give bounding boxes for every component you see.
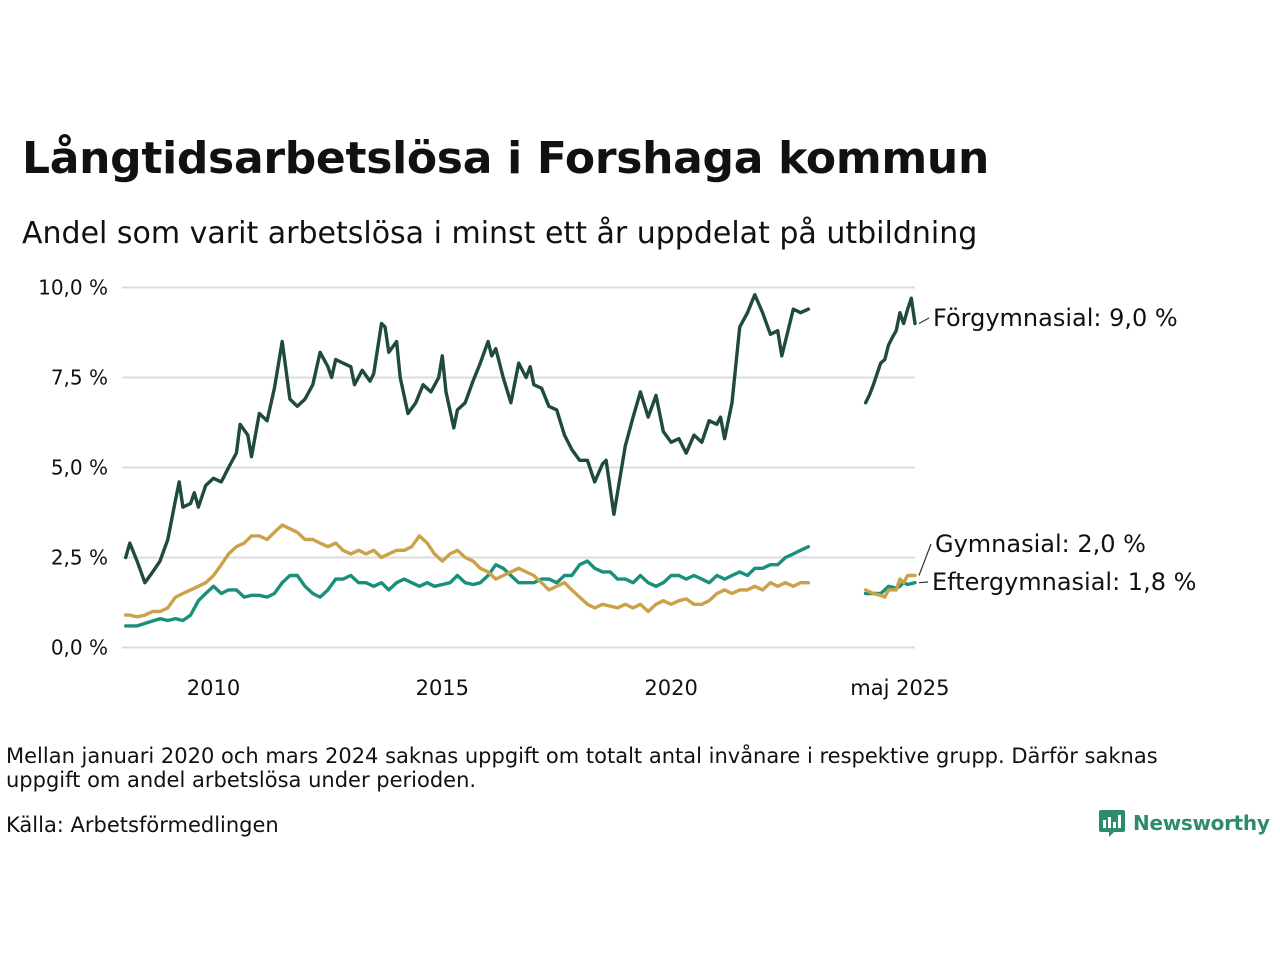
end-label-leader-eftergymnasial [918,581,929,584]
series-line-gymnasial-1 [863,573,917,599]
end-label-eftergymnasial: Eftergymnasial: 1,8 % [932,568,1196,596]
y-tick-label-0: 0,0 % [51,636,108,660]
y-axis: 0,0 % 2,5 % 5,0 % 7,5 % 10,0 % [38,276,108,660]
x-tick-label-3: maj 2025 [850,676,949,700]
end-label-gymnasial: Gymnasial: 2,0 % [935,530,1146,558]
chart-title: Långtidsarbetslösa i Forshaga kommun [22,133,989,184]
source-credit: Källa: Arbetsförmedlingen [6,813,279,837]
series-line-förgymnasial-0 [124,293,811,585]
grid-lines [122,286,915,649]
brand-logo: Newsworthy [1098,808,1270,838]
y-tick-label-1: 2,5 % [51,546,108,570]
x-tick-label-2: 2020 [644,676,697,700]
x-tick-label-0: 2010 [187,676,240,700]
series-lines [124,293,917,628]
end-label-leader-gymnasial [918,543,932,576]
end-label-förgymnasial: Förgymnasial: 9,0 % [933,304,1178,332]
footnote: Mellan januari 2020 och mars 2024 saknas… [6,744,1158,792]
series-line-gymnasial-0 [124,523,811,619]
x-axis: 2010 2015 2020 maj 2025 [187,676,950,700]
end-labels: Förgymnasial: 9,0 % Gymnasial: 2,0 % Efter… [918,304,1196,596]
x-tick-label-1: 2015 [416,676,469,700]
end-label-leader-förgymnasial [918,317,930,325]
y-tick-label-3: 7,5 % [51,366,108,390]
y-tick-label-2: 5,0 % [51,456,108,480]
newsworthy-logo-icon [1099,810,1125,837]
chart-subtitle: Andel som varit arbetslösa i minst ett å… [22,216,978,251]
y-tick-label-4: 10,0 % [38,276,108,300]
brand-name: Newsworthy [1133,811,1270,835]
series-line-förgymnasial-1 [863,296,917,405]
line-chart: 0,0 % 2,5 % 5,0 % 7,5 % 10,0 % 2010 2015 2020 m… [38,276,1196,701]
series-line-eftergymnasial-0 [124,545,811,628]
